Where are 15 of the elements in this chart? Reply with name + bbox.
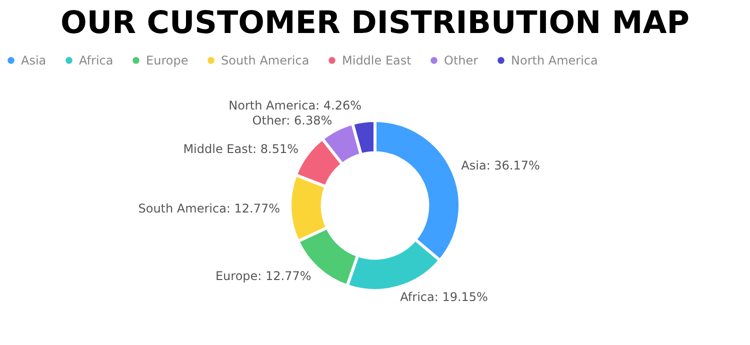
data-label: Europe: 12.77%: [215, 268, 312, 283]
data-label: Asia: 36.17%: [461, 158, 540, 172]
legend-label: North America: [511, 53, 598, 68]
data-label: Africa: 19.15%: [400, 290, 488, 304]
data-label: North America: 4.26%: [228, 98, 362, 112]
legend-label: South America: [221, 53, 310, 68]
legend-label: Asia: [21, 53, 46, 68]
data-label: Other: 6.38%: [252, 114, 332, 128]
data-label: Middle East: 8.51%: [183, 142, 299, 156]
chart-title: OUR CUSTOMER DISTRIBUTION MAP: [60, 5, 690, 41]
legend-label: Other: [444, 53, 478, 68]
legend-label: Europe: [146, 53, 188, 68]
data-label: South America: 12.77%: [138, 202, 280, 216]
legend-label: Africa: [79, 53, 114, 68]
legend-label: Middle East: [342, 53, 412, 68]
